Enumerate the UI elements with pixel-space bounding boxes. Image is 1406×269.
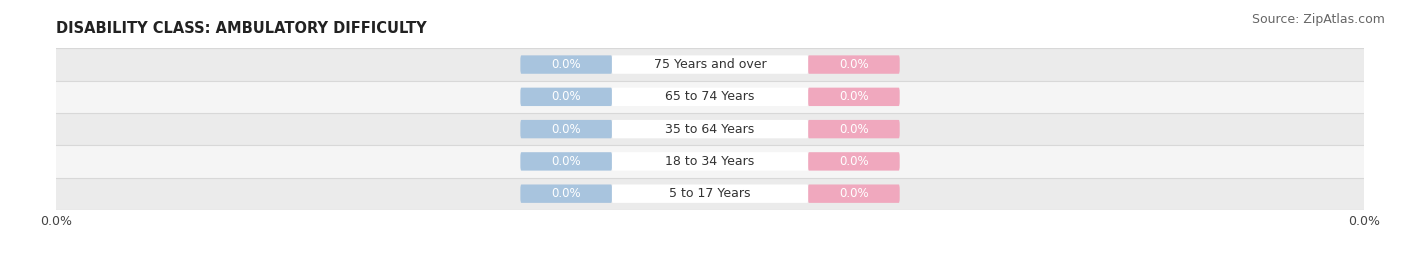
Text: 0.0%: 0.0% <box>551 155 581 168</box>
Text: 0.0%: 0.0% <box>839 58 869 71</box>
Text: 35 to 64 Years: 35 to 64 Years <box>665 123 755 136</box>
FancyBboxPatch shape <box>612 55 808 74</box>
FancyBboxPatch shape <box>520 88 612 106</box>
Text: 0.0%: 0.0% <box>551 187 581 200</box>
Legend: Male, Female: Male, Female <box>637 264 783 269</box>
FancyBboxPatch shape <box>520 185 612 203</box>
Bar <box>56 178 1364 210</box>
Text: DISABILITY CLASS: AMBULATORY DIFFICULTY: DISABILITY CLASS: AMBULATORY DIFFICULTY <box>56 20 427 36</box>
FancyBboxPatch shape <box>808 120 900 138</box>
Bar <box>56 48 1364 81</box>
FancyBboxPatch shape <box>808 55 900 74</box>
Text: 0.0%: 0.0% <box>551 90 581 103</box>
FancyBboxPatch shape <box>808 88 900 106</box>
Text: 5 to 17 Years: 5 to 17 Years <box>669 187 751 200</box>
Text: 18 to 34 Years: 18 to 34 Years <box>665 155 755 168</box>
Bar <box>56 81 1364 113</box>
Text: 0.0%: 0.0% <box>839 155 869 168</box>
FancyBboxPatch shape <box>612 88 808 106</box>
Text: 0.0%: 0.0% <box>839 90 869 103</box>
FancyBboxPatch shape <box>520 55 612 74</box>
FancyBboxPatch shape <box>520 152 612 171</box>
FancyBboxPatch shape <box>612 120 808 138</box>
Text: 75 Years and over: 75 Years and over <box>654 58 766 71</box>
FancyBboxPatch shape <box>612 152 808 171</box>
Text: 0.0%: 0.0% <box>551 123 581 136</box>
Text: 65 to 74 Years: 65 to 74 Years <box>665 90 755 103</box>
FancyBboxPatch shape <box>612 185 808 203</box>
FancyBboxPatch shape <box>808 152 900 171</box>
Bar <box>56 113 1364 145</box>
Text: 0.0%: 0.0% <box>839 123 869 136</box>
FancyBboxPatch shape <box>808 185 900 203</box>
Text: 0.0%: 0.0% <box>839 187 869 200</box>
Text: Source: ZipAtlas.com: Source: ZipAtlas.com <box>1251 13 1385 26</box>
FancyBboxPatch shape <box>520 120 612 138</box>
Bar <box>56 145 1364 178</box>
Text: 0.0%: 0.0% <box>551 58 581 71</box>
